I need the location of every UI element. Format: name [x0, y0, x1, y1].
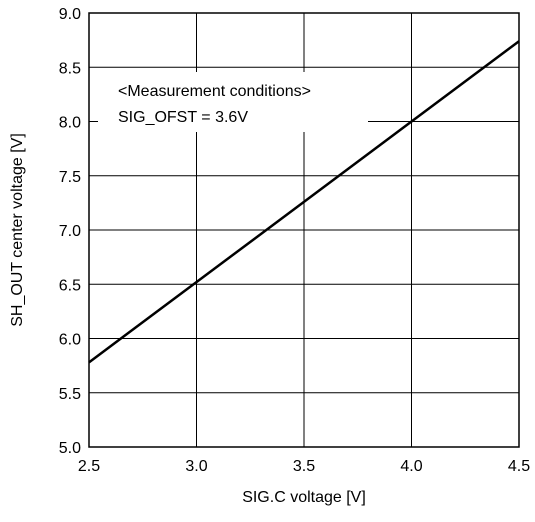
annotation-line-2: SIG_OFST = 3.6V — [118, 109, 248, 126]
y-tick-label: 5.0 — [59, 440, 81, 457]
y-tick-label: 7.5 — [59, 169, 81, 186]
y-tick-label: 8.0 — [59, 115, 81, 132]
y-tick-label: 9.0 — [59, 6, 81, 23]
plot-frame — [88, 12, 520, 448]
x-tick-label: 4.0 — [400, 458, 422, 475]
y-tick-label: 5.5 — [59, 386, 81, 403]
series — [88, 40, 520, 364]
x-tick-label: 2.5 — [78, 458, 100, 475]
y-tick-label: 6.0 — [59, 332, 81, 349]
annotation-line-1: <Measurement conditions> — [118, 83, 311, 100]
x-tick-label: 3.5 — [293, 458, 315, 475]
series-line — [88, 40, 520, 364]
y-tick-labels: 5.0 5.5 6.0 6.5 7.0 7.5 8.0 8.5 9.0 — [59, 6, 81, 457]
y-axis-title: SH_OUT center voltage [V] — [9, 133, 26, 327]
y-tick-label: 8.5 — [59, 60, 81, 77]
y-tick-label: 7.0 — [59, 223, 81, 240]
annotation-background — [98, 72, 368, 132]
x-tick-label: 4.5 — [508, 458, 530, 475]
annotation-box: <Measurement conditions> SIG_OFST = 3.6V — [98, 72, 368, 132]
x-axis-title: SIG.C voltage [V] — [242, 489, 366, 506]
y-tick-label: 6.5 — [59, 277, 81, 294]
x-tick-label: 3.0 — [185, 458, 207, 475]
x-tick-labels: 2.5 3.0 3.5 4.0 4.5 — [78, 458, 530, 475]
